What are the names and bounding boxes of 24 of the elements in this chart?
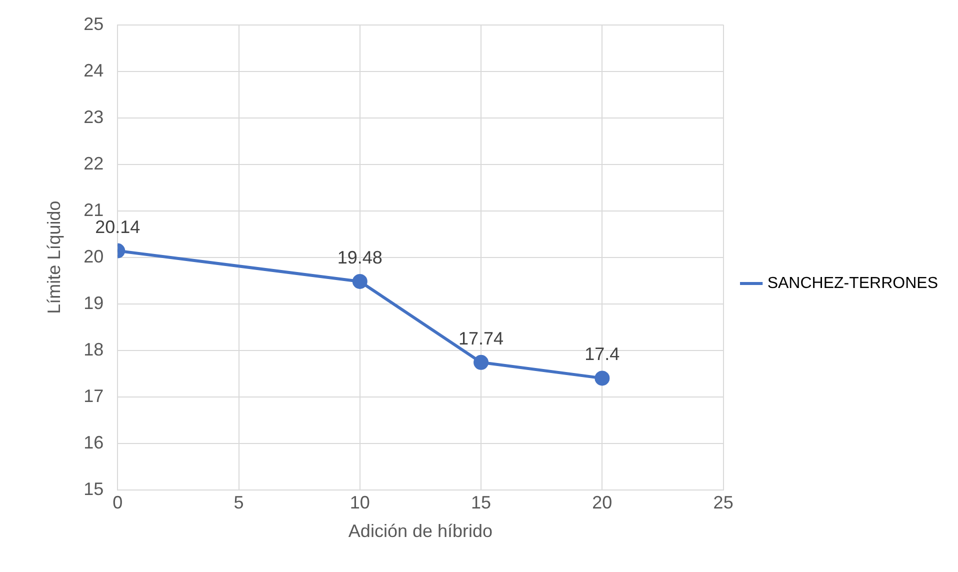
y-tick-label: 17 (84, 386, 104, 406)
data-label: 17.4 (584, 344, 620, 364)
data-label: 19.48 (337, 247, 382, 268)
point (474, 354, 489, 370)
x-tick-label: 15 (471, 492, 492, 513)
x-axis-title: Adición de híbrido (348, 521, 493, 542)
x-tick-label: 25 (713, 492, 734, 513)
y-tick-label: 15 (84, 478, 104, 499)
legend-label: SANCHEZ-TERRONES (767, 274, 938, 292)
data-label: 17.74 (458, 328, 504, 348)
y-tick-label: 16 (84, 432, 104, 452)
y-tick-label: 25 (84, 14, 104, 34)
y-tick-label: 18 (84, 339, 104, 360)
y-axis-title: Límite Líquido (44, 200, 64, 314)
x-tick-label: 10 (350, 492, 370, 513)
y-tick-label: 20 (84, 246, 104, 266)
y-tick-label: 23 (84, 106, 104, 127)
y-tick-label: 24 (84, 60, 104, 80)
y-tick-label: 22 (84, 153, 104, 174)
y-tick-label: 19 (84, 292, 104, 313)
x-tick-label: 20 (592, 492, 612, 513)
x-tick-label: 0 (112, 492, 123, 513)
point (594, 370, 610, 386)
x-tick-label: 5 (234, 492, 244, 513)
